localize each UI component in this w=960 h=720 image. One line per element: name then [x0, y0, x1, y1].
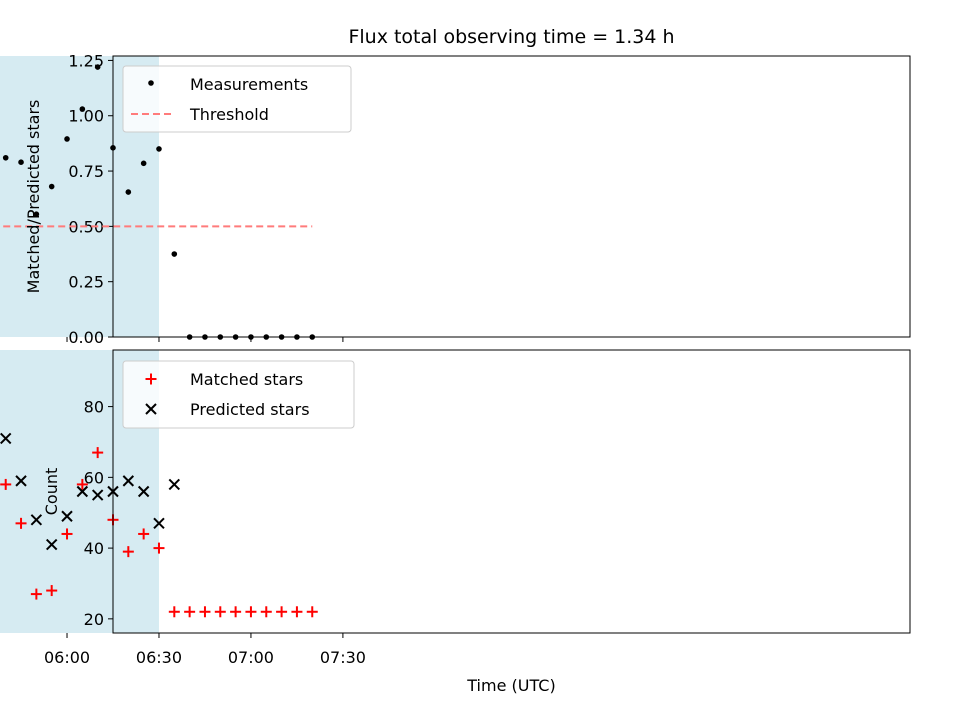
- cross-stroke: [137, 485, 150, 498]
- legend-predicted-marker: [145, 403, 157, 415]
- predicted-star-point: [45, 538, 58, 551]
- matched-star-point: [230, 606, 242, 618]
- x-axis-label: Time (UTC): [466, 676, 555, 695]
- matched-star-point: [153, 542, 165, 554]
- measurement-point: [140, 160, 147, 167]
- cross-stroke: [122, 475, 135, 487]
- matched-star-point: [214, 606, 226, 618]
- measurement-point: [64, 136, 70, 142]
- measurement-point: [33, 211, 40, 218]
- bottom-y-axis-ticks: 20 40 60 80: [84, 398, 113, 629]
- matched-star-point: [168, 606, 180, 618]
- predicted-star-point: [0, 432, 12, 445]
- cross-stroke: [153, 517, 165, 530]
- measurement-point: [125, 189, 132, 195]
- cross-stroke: [76, 485, 89, 498]
- top-panel: 0.000.250.500.751.001.25 Flux total obse…: [0, 26, 911, 347]
- top-y-tick-label: 0.25: [68, 273, 104, 292]
- matched-star-point: [199, 606, 211, 618]
- top-y-tick-label: 1.25: [68, 51, 104, 70]
- matched-star-point: [0, 478, 12, 490]
- legend-plus: [145, 373, 157, 385]
- cross-stroke: [145, 403, 157, 415]
- bottom-y-tick-label: 20: [84, 610, 104, 629]
- measurement-point: [48, 183, 55, 190]
- cross-stroke: [30, 514, 43, 526]
- matched-star-point: [30, 588, 42, 600]
- predicted-star-point: [61, 510, 73, 522]
- bottom-legend-box: [122, 360, 355, 429]
- cross-stroke: [15, 475, 27, 487]
- cross-stroke: [45, 538, 58, 551]
- bottom-y-tick-label: 60: [84, 468, 104, 487]
- matched-star-point: [276, 606, 288, 618]
- predicted-star-point: [76, 485, 89, 498]
- legend-measurements-marker: [148, 80, 154, 86]
- legend-threshold-label: Threshold: [189, 105, 269, 124]
- legend-cross: [145, 403, 157, 415]
- predicted-star-point: [15, 475, 27, 487]
- predicted-star-point: [137, 485, 150, 498]
- matched-star-point: [92, 447, 104, 459]
- cross-stroke: [168, 478, 181, 491]
- predicted-star-point: [168, 478, 181, 491]
- matched-star-point: [122, 546, 134, 558]
- cross-stroke: [61, 510, 73, 522]
- predicted-star-point: [153, 517, 165, 530]
- bottom-x-tick-label: 06:30: [136, 648, 182, 667]
- bottom-y-tick-label: 40: [84, 539, 104, 558]
- matched-star-point: [76, 478, 88, 490]
- legend-predicted-label: Predicted stars: [190, 400, 310, 419]
- measurement-point: [79, 106, 86, 112]
- cross-stroke: [0, 432, 12, 445]
- bottom-y-axis-label: Count: [42, 468, 61, 516]
- bottom-x-axis-ticks: 03:3004:0004:3005:0005:3006:0006:3007:00…: [44, 633, 366, 667]
- legend-matched-marker: [145, 373, 157, 385]
- matched-star-point: [61, 528, 73, 540]
- legend-matched-label: Matched stars: [190, 370, 303, 389]
- bottom-x-tick-label: 07:00: [228, 648, 274, 667]
- matched-star-point: [306, 606, 318, 618]
- matched-star-point: [138, 528, 150, 540]
- bottom-legend: Matched stars Predicted stars: [122, 360, 355, 429]
- predicted-star-point: [91, 489, 104, 501]
- top-legend-box: [122, 65, 352, 133]
- top-axes-frame: [112, 55, 911, 338]
- top-y-tick-label: 1.00: [68, 107, 104, 126]
- matched-star-point: [184, 606, 196, 618]
- legend-measurements-label: Measurements: [190, 75, 308, 94]
- measurement-point: [94, 64, 101, 70]
- bottom-x-tick-label: 07:30: [320, 648, 366, 667]
- top-y-axis-label: Matched/Predicted stars: [24, 100, 43, 294]
- measurement-point: [156, 146, 162, 152]
- predicted-star-point: [30, 514, 43, 526]
- predicted-star-point: [122, 475, 135, 487]
- cross-stroke: [91, 489, 104, 501]
- top-y-tick-label: 0.00: [68, 328, 104, 347]
- top-series-marks: [0, 64, 316, 340]
- chart-title: Flux total observing time = 1.34 h: [348, 26, 674, 48]
- measurement-point: [18, 159, 24, 166]
- bottom-x-tick-label: 06:00: [44, 648, 90, 667]
- bottom-axes-frame: [112, 349, 911, 634]
- matched-star-point: [46, 585, 58, 597]
- matched-star-point: [245, 606, 257, 618]
- top-legend: Measurements Threshold: [122, 65, 352, 133]
- matched-star-point: [260, 606, 272, 618]
- matched-star-point: [291, 606, 303, 618]
- top-y-tick-label: 0.75: [68, 162, 104, 181]
- measurement-point: [2, 154, 9, 161]
- bottom-series-marks: [0, 432, 318, 618]
- measurement-point: [171, 251, 178, 257]
- matched-star-point: [15, 517, 27, 529]
- bottom-y-tick-label: 80: [84, 398, 104, 417]
